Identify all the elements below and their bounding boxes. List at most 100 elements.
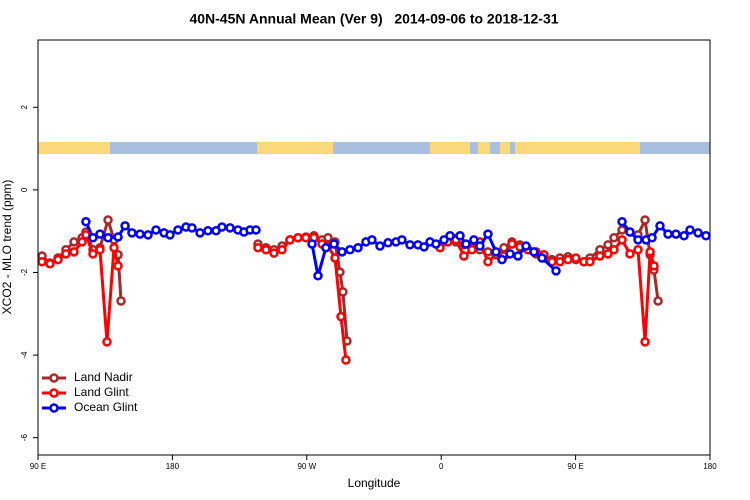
data-point	[475, 241, 485, 251]
data-point	[45, 259, 55, 269]
data-point	[293, 233, 303, 243]
legend-label: Ocean Glint	[74, 400, 138, 414]
legend-marker	[49, 373, 59, 383]
x-tick-label: 90 W	[297, 462, 316, 471]
data-point	[603, 249, 613, 259]
data-point	[383, 238, 393, 248]
data-point	[459, 251, 469, 261]
data-point	[551, 266, 561, 276]
data-point	[353, 242, 363, 253]
data-point	[113, 232, 123, 242]
data-point	[461, 239, 471, 249]
data-point	[251, 225, 261, 235]
data-point	[647, 233, 657, 243]
plot-frame	[37, 39, 711, 456]
data-point	[307, 239, 317, 249]
data-point	[321, 242, 331, 253]
data-point	[345, 245, 355, 255]
data-point	[701, 230, 711, 241]
data-point	[507, 239, 517, 249]
data-point	[640, 337, 650, 347]
chart-title: 40N-45N Annual Mean (Ver 9) 2014-09-06 t…	[189, 11, 558, 27]
data-point	[655, 221, 665, 231]
x-axis-label: Longitude	[348, 476, 401, 490]
data-point	[491, 247, 501, 257]
data-point	[143, 230, 153, 240]
data-point	[625, 227, 635, 237]
data-point	[617, 216, 627, 227]
data-point	[225, 223, 235, 233]
land-mask-strip	[38, 142, 710, 154]
data-point	[195, 228, 205, 238]
data-point	[497, 254, 507, 265]
data-point	[419, 242, 429, 252]
land-strip	[478, 142, 490, 154]
data-point	[301, 233, 311, 243]
data-point	[693, 228, 703, 238]
data-point	[69, 247, 79, 257]
data-point	[585, 256, 595, 267]
plot-area	[37, 215, 711, 365]
data-point	[563, 254, 573, 265]
data-point	[37, 256, 47, 267]
data-point	[513, 251, 523, 261]
legend-label: Land Glint	[74, 385, 129, 399]
y-tick-label: -2	[20, 268, 29, 276]
data-point	[81, 216, 91, 227]
data-point	[397, 235, 407, 245]
data-point	[455, 230, 465, 241]
data-point	[609, 245, 619, 255]
data-point	[625, 249, 635, 259]
data-point	[555, 256, 565, 267]
data-point	[203, 226, 213, 236]
data-point	[341, 355, 351, 365]
data-point	[217, 222, 227, 232]
data-point	[671, 229, 681, 239]
data-point	[69, 237, 79, 247]
data-point	[277, 245, 287, 255]
data-point	[439, 235, 449, 245]
data-point	[269, 248, 279, 258]
data-point	[595, 251, 605, 261]
y-axis-label: XCO2 - MLO trend (ppm)	[0, 180, 14, 315]
data-point	[120, 221, 130, 231]
data-point	[685, 225, 695, 235]
data-point	[649, 261, 659, 271]
data-point	[127, 228, 137, 238]
y-tick-label: -4	[20, 351, 29, 359]
data-point	[483, 256, 493, 267]
data-point	[103, 233, 113, 243]
land-strip	[257, 142, 333, 154]
data-point	[645, 247, 655, 257]
data-point	[77, 237, 87, 247]
data-point	[405, 240, 415, 250]
data-point	[505, 249, 515, 259]
y-tick-label: 0	[20, 187, 29, 192]
data-point	[640, 215, 650, 225]
legend-marker	[49, 403, 59, 413]
land-strip	[500, 142, 510, 154]
data-point	[330, 253, 340, 263]
land-strip	[515, 142, 640, 154]
legend-marker	[49, 388, 59, 398]
data-point	[633, 235, 643, 245]
data-point	[537, 253, 547, 263]
data-point	[103, 215, 113, 225]
data-point	[285, 235, 295, 245]
data-point	[313, 271, 323, 281]
land-strip	[430, 142, 470, 154]
data-point	[135, 229, 145, 239]
data-point	[261, 245, 271, 255]
x-tick-label: 0	[439, 462, 444, 471]
data-point	[165, 230, 175, 240]
data-point	[337, 247, 347, 257]
data-point	[253, 242, 263, 253]
data-point	[61, 249, 71, 259]
data-point	[187, 223, 197, 233]
x-tick-label: 90 E	[567, 462, 583, 471]
data-point	[653, 296, 663, 306]
data-point	[609, 233, 619, 243]
data-point	[617, 235, 627, 245]
